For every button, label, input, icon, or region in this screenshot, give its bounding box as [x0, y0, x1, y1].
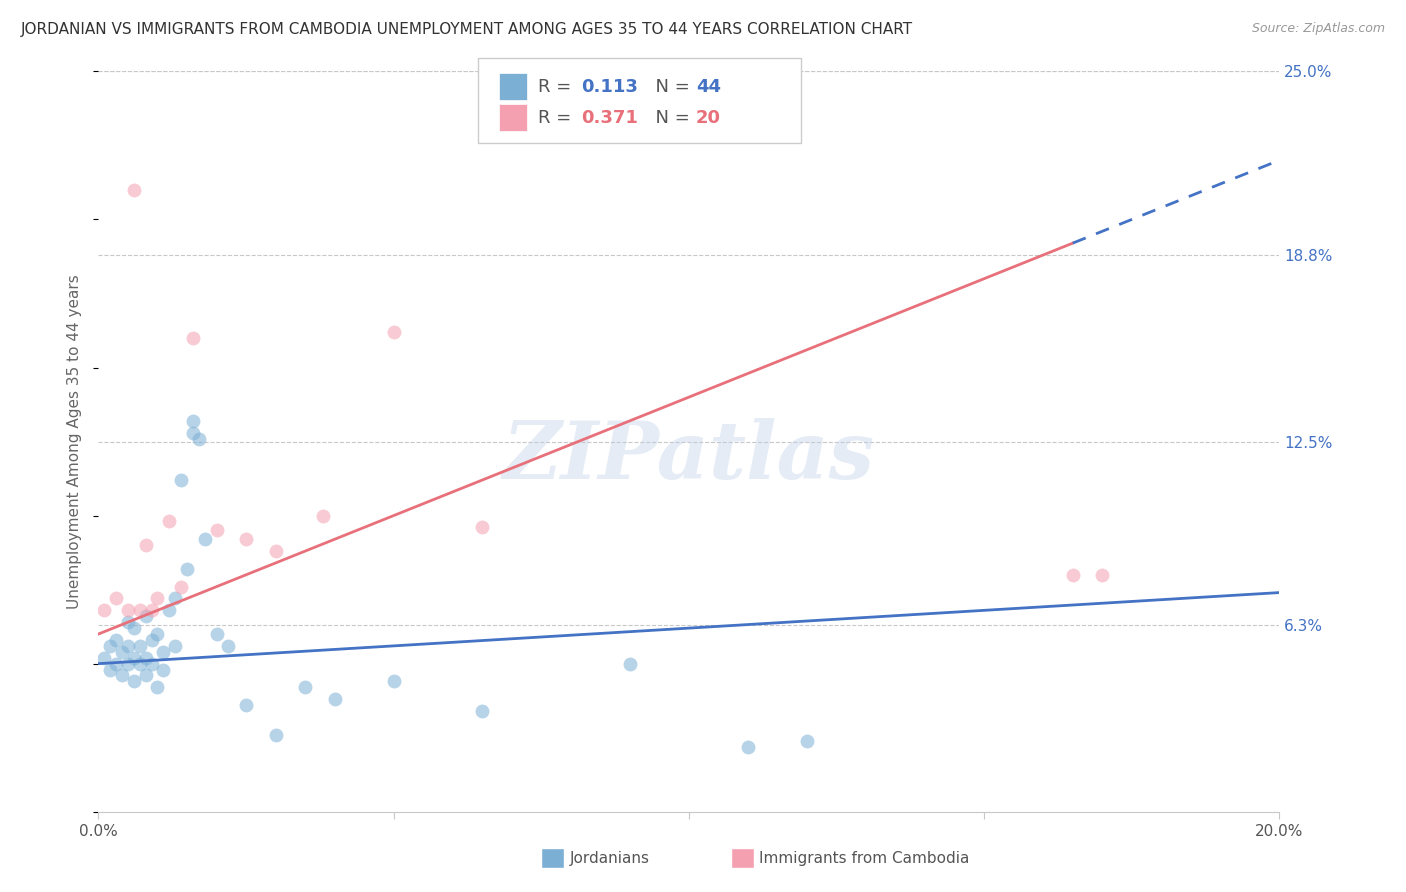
Text: 0.371: 0.371 — [581, 109, 637, 127]
Point — [122, 674, 145, 689]
Point — [135, 609, 157, 624]
Text: Immigrants from Cambodia: Immigrants from Cambodia — [759, 851, 970, 865]
Point — [135, 668, 157, 682]
Point — [471, 520, 494, 534]
Point — [181, 414, 204, 428]
Point — [165, 591, 187, 606]
Point — [105, 591, 128, 606]
Point — [152, 663, 174, 677]
Text: N =: N = — [644, 109, 696, 127]
Point — [205, 524, 228, 538]
Point — [619, 657, 641, 671]
Point — [105, 657, 128, 671]
Text: 20: 20 — [696, 109, 721, 127]
Point — [146, 591, 169, 606]
Point — [382, 674, 405, 689]
Point — [128, 603, 150, 617]
Point — [165, 639, 187, 653]
Text: JORDANIAN VS IMMIGRANTS FROM CAMBODIA UNEMPLOYMENT AMONG AGES 35 TO 44 YEARS COR: JORDANIAN VS IMMIGRANTS FROM CAMBODIA UN… — [21, 22, 914, 37]
Point — [141, 603, 163, 617]
Point — [187, 432, 209, 446]
Text: 0.113: 0.113 — [581, 78, 637, 95]
Text: Jordanians: Jordanians — [569, 851, 650, 865]
Point — [117, 657, 139, 671]
Point — [157, 515, 180, 529]
Point — [111, 645, 134, 659]
Point — [117, 615, 139, 630]
Point — [98, 663, 121, 677]
Point — [128, 657, 150, 671]
Point — [382, 325, 405, 339]
Text: R =: R = — [538, 78, 578, 95]
Point — [294, 681, 316, 695]
Point — [1091, 567, 1114, 582]
Point — [471, 704, 494, 718]
Point — [796, 733, 818, 747]
Point — [93, 603, 115, 617]
Point — [235, 698, 257, 712]
Point — [312, 508, 335, 523]
Text: 44: 44 — [696, 78, 721, 95]
Point — [135, 650, 157, 665]
Point — [128, 639, 150, 653]
Point — [264, 544, 287, 558]
Point — [181, 331, 204, 345]
Text: R =: R = — [538, 109, 578, 127]
Point — [122, 183, 145, 197]
Point — [141, 657, 163, 671]
Point — [170, 473, 193, 487]
Point — [737, 739, 759, 754]
Text: ZIPatlas: ZIPatlas — [503, 417, 875, 495]
Point — [217, 639, 239, 653]
Point — [111, 668, 134, 682]
Text: N =: N = — [644, 78, 696, 95]
Point — [323, 692, 346, 706]
Point — [205, 627, 228, 641]
Text: Source: ZipAtlas.com: Source: ZipAtlas.com — [1251, 22, 1385, 36]
Point — [264, 728, 287, 742]
Point — [135, 538, 157, 552]
Point — [146, 627, 169, 641]
Point — [146, 681, 169, 695]
Point — [93, 650, 115, 665]
Point — [157, 603, 180, 617]
Y-axis label: Unemployment Among Ages 35 to 44 years: Unemployment Among Ages 35 to 44 years — [67, 274, 83, 609]
Point — [117, 603, 139, 617]
Point — [98, 639, 121, 653]
Point — [105, 632, 128, 647]
Point — [194, 533, 217, 547]
Point — [1062, 567, 1084, 582]
Point — [235, 533, 257, 547]
Point — [170, 580, 193, 594]
Point — [122, 621, 145, 635]
Point — [117, 639, 139, 653]
Point — [122, 650, 145, 665]
Point — [152, 645, 174, 659]
Point — [176, 562, 198, 576]
Point — [141, 632, 163, 647]
Point — [181, 425, 204, 440]
